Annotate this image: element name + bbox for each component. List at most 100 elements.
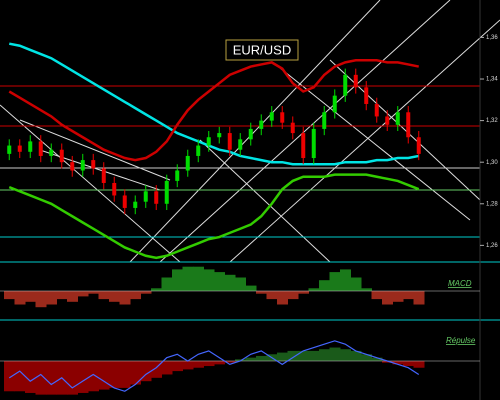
- indicator-bar: [392, 361, 404, 365]
- candle-body: [7, 145, 12, 154]
- indicator-line: [8, 173, 420, 260]
- indicator-bar: [77, 361, 89, 393]
- candle-body: [374, 103, 379, 117]
- candle-body: [38, 141, 43, 156]
- indicator-bar: [245, 357, 257, 361]
- candle-body: [196, 145, 201, 156]
- indicator-bar: [67, 291, 78, 302]
- indicator-bar: [161, 361, 173, 375]
- candle-body: [269, 112, 274, 121]
- candle-body: [133, 201, 138, 208]
- trend-line: [199, 139, 331, 263]
- indicator-bar: [46, 361, 57, 395]
- candle-body: [91, 160, 96, 169]
- title-box: [225, 39, 299, 61]
- indicator-bar: [266, 291, 278, 300]
- candle-body: [80, 160, 85, 171]
- indicator-bar: [130, 361, 141, 385]
- indicator-bar: [382, 291, 393, 305]
- indicator-bar: [130, 291, 141, 300]
- indicator-bar: [140, 291, 152, 294]
- indicator-bar: [361, 354, 372, 361]
- indicator-bar: [256, 355, 267, 361]
- y-tick-label: 1,26: [486, 243, 498, 249]
- indicator-bar: [319, 280, 330, 291]
- indicator-bar: [35, 291, 47, 308]
- indicator-bar: [287, 291, 299, 300]
- indicator-bar: [256, 291, 267, 294]
- candle-body: [122, 195, 127, 208]
- indicator-bar: [88, 291, 99, 294]
- candle-body: [248, 128, 253, 140]
- indicator-bar: [4, 291, 15, 300]
- indicator-bar: [25, 361, 36, 393]
- candle-body: [311, 128, 316, 159]
- indicator-bar: [319, 349, 330, 361]
- indicator-bar: [340, 269, 351, 291]
- trend-line: [129, 0, 381, 263]
- trend-line: [279, 67, 471, 221]
- indicator-bar: [98, 361, 110, 390]
- candle-body: [364, 87, 369, 104]
- indicator-bar: [56, 291, 68, 300]
- indicator-bar: [308, 288, 320, 291]
- indicator-bar: [119, 361, 131, 388]
- y-tick-label: 1,30: [486, 160, 498, 166]
- candle-body: [206, 137, 211, 146]
- indicator-bar: [25, 291, 36, 302]
- candle-body: [154, 191, 159, 204]
- indicator-bar: [109, 361, 120, 388]
- trend-line: [159, 0, 451, 263]
- indicator-bar: [119, 291, 131, 305]
- trend-line: [229, 19, 500, 263]
- y-tick-label: 1,32: [486, 118, 498, 124]
- candle-body: [280, 112, 285, 123]
- indicator-bar: [413, 361, 425, 368]
- indicator-bar: [371, 357, 383, 361]
- indicator-bar: [277, 352, 288, 361]
- indicator-bar: [88, 361, 99, 392]
- indicator-bar: [224, 274, 236, 291]
- indicator-bar: [413, 291, 425, 305]
- indicator-bar: [277, 291, 288, 305]
- candle-body: [227, 133, 232, 150]
- indicator-bar: [308, 350, 320, 361]
- candle-body: [332, 95, 337, 113]
- trend-line: [19, 119, 171, 181]
- candle-body: [70, 162, 75, 171]
- indicator-line: [8, 59, 419, 162]
- candle-body: [343, 74, 348, 96]
- indicator-bar: [350, 277, 362, 291]
- indicator-bar: [98, 291, 110, 300]
- indicator-bar: [340, 349, 351, 361]
- indicator-bar: [245, 285, 257, 291]
- indicator-bar: [287, 350, 299, 361]
- indicator-bar: [182, 266, 194, 291]
- candle-body: [353, 74, 358, 88]
- indicator-bar: [203, 269, 215, 291]
- y-tick-label: 1,36: [486, 35, 498, 41]
- y-tick-label: 1,34: [486, 77, 498, 83]
- indicator-bar: [182, 361, 194, 370]
- indicator-bar: [151, 288, 162, 291]
- candle-body: [395, 112, 400, 125]
- indicator-bar: [193, 266, 204, 291]
- chart-title: EUR/USD: [233, 42, 292, 57]
- candle-body: [59, 149, 64, 163]
- indicator-bar: [140, 361, 152, 382]
- candle-body: [49, 149, 54, 156]
- indicator-bar: [403, 291, 414, 300]
- indicator-bar: [371, 291, 383, 300]
- indicator-bar: [35, 361, 47, 395]
- indicator-bar: [214, 272, 225, 291]
- indicator-bar: [382, 361, 393, 363]
- indicator-bar: [392, 291, 404, 302]
- candle-body: [301, 133, 306, 159]
- indicator-bar: [350, 350, 362, 361]
- indicator-bar: [235, 277, 246, 291]
- candle-body: [164, 180, 169, 204]
- candle-body: [101, 168, 106, 183]
- indicator-bar: [67, 361, 78, 395]
- indicator-bar: [172, 269, 183, 291]
- trend-line: [0, 104, 181, 263]
